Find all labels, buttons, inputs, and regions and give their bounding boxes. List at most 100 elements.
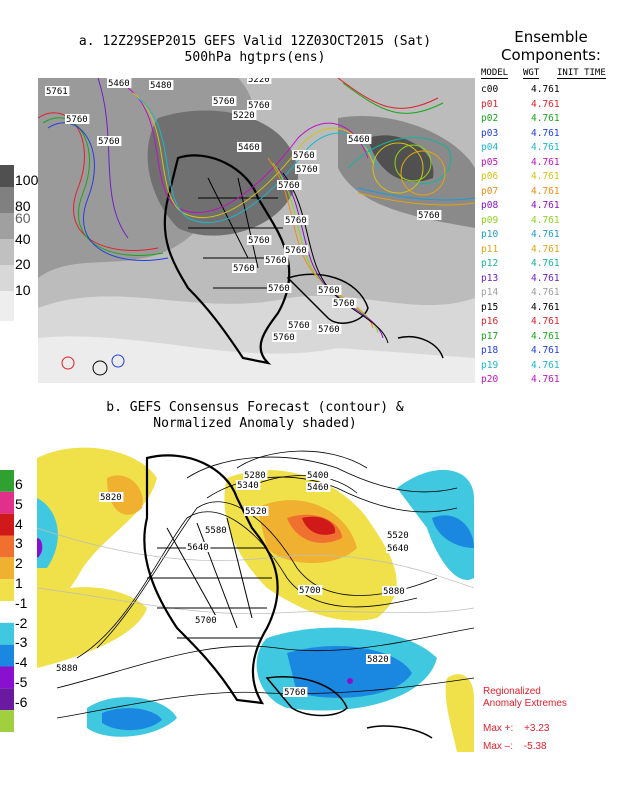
contour-label-bg — [212, 96, 237, 106]
contour-label: 5880 — [383, 587, 405, 597]
contour-label-bg — [332, 298, 357, 308]
legend-member-p09: p09 4.761 — [481, 215, 611, 229]
contour-label-bg — [99, 492, 124, 502]
colorbar-b-label: -5 — [15, 674, 28, 690]
max-negative: Max –: -5.38 — [483, 741, 547, 753]
member-code: p20 — [481, 374, 499, 385]
member-weight: 4.761 — [531, 127, 560, 139]
panel-b-colorbar — [0, 470, 14, 732]
contour-label: 5760 — [333, 299, 355, 309]
legend-col-init: INIT TIME — [557, 68, 606, 79]
colorbar-b-label: -4 — [15, 654, 28, 671]
legend-member-p15: p15 4.761 — [481, 302, 611, 316]
colorbar-b-segment — [0, 535, 14, 558]
colorbar-b-label: -3 — [15, 634, 28, 651]
member-weight: 4.761 — [531, 330, 560, 342]
contour-label: 5400 — [307, 471, 329, 481]
colorbar-a-label-4: 40 — [15, 231, 31, 247]
contour-label-bg — [292, 150, 317, 160]
colorbar-b-label: 3 — [15, 535, 23, 552]
contour-label: 5760 — [265, 256, 287, 266]
contour-label: 5760 — [293, 151, 315, 161]
contour-label-bg — [244, 506, 269, 516]
contour-label-bg — [298, 585, 323, 595]
contour-label: 5220 — [233, 111, 255, 121]
member-weight: 4.761 — [531, 156, 560, 168]
member-weight: 4.761 — [531, 185, 560, 197]
extremes-title-line2: Anomaly Extremes — [483, 698, 567, 709]
contour-label: 5760 — [278, 181, 300, 191]
panel-a-title-line2: 500hPa hgtprs(ens) — [184, 50, 326, 65]
max-negative-value: -5.38 — [523, 741, 547, 752]
member-code: p14 — [481, 287, 499, 298]
legend-member-p20: p20 4.761 — [481, 374, 611, 388]
contour-label: 5761 — [46, 87, 68, 97]
member-code: p04 — [481, 142, 499, 153]
contour-label: 5760 — [248, 101, 270, 111]
contour-label: 5760 — [248, 236, 270, 246]
member-weight: 4.761 — [531, 301, 560, 313]
colorbar-b-segment — [0, 557, 14, 580]
contour-label-bg — [366, 654, 391, 664]
legend-member-p17: p17 4.761 — [481, 331, 611, 345]
member-code: p06 — [481, 171, 499, 182]
member-weight: 4.761 — [531, 171, 560, 182]
contour-label: 5760 — [66, 115, 88, 125]
max-positive-label: Max +: — [483, 723, 514, 734]
contour-label-bg — [295, 164, 320, 174]
legend-member-p05: p05 4.761 — [481, 157, 611, 171]
legend-member-p01: p01 4.761 — [481, 99, 611, 113]
contour-label-bg — [107, 78, 132, 88]
legend-member-p07: p07 4.761 — [481, 186, 611, 200]
contour-label-bg — [317, 285, 342, 295]
panel-b-anomaly-map: 5820 5280 5340 5400 5460 5520 5580 5640 5700 5700… — [37, 438, 474, 752]
contour-label-bg — [284, 245, 309, 255]
member-weight: 4.761 — [531, 113, 560, 124]
colorbar-b-segment — [0, 491, 14, 514]
panel-a-colorbar — [0, 155, 14, 323]
contour-label-bg — [247, 100, 272, 110]
member-weight: 4.761 — [531, 345, 560, 356]
member-code: p09 — [481, 214, 499, 226]
contour-label: 5760 — [213, 97, 235, 107]
contour-label-bg — [272, 332, 297, 342]
member-code: p11 — [481, 243, 499, 255]
legend-member-p06: p06 4.761 — [481, 171, 611, 185]
member-weight: 4.761 — [531, 287, 560, 298]
colorbar-b-segment — [0, 579, 14, 601]
contour-label-bg — [97, 136, 122, 146]
member-weight: 4.761 — [531, 214, 560, 226]
member-code: p13 — [481, 272, 499, 284]
member-weight: 4.761 — [531, 359, 560, 371]
extremes-title-line1: Regionalized — [483, 686, 541, 697]
colorbar-b-label: -6 — [15, 693, 28, 710]
contour-label: 5460 — [348, 135, 370, 145]
member-code: p16 — [481, 316, 499, 327]
colorbar-b-segment — [0, 710, 14, 732]
member-weight: 4.761 — [531, 243, 560, 255]
legend-member-p18: p18 4.761 — [481, 345, 611, 359]
contour-label-bg — [284, 215, 309, 225]
colorbar-b-segment — [0, 666, 14, 689]
contour-label-bg — [287, 320, 312, 330]
contour-label: 5280 — [244, 471, 266, 481]
contour-label: 5760 — [284, 688, 306, 698]
legend-member-p04: p04 4.761 — [481, 142, 611, 156]
contour-label: 5700 — [195, 616, 217, 626]
member-code: p10 — [481, 229, 499, 240]
contour-label-bg — [247, 78, 272, 84]
contour-label-bg — [347, 134, 372, 144]
contour-label: 5760 — [318, 325, 340, 335]
contour-label: 5460 — [108, 79, 130, 89]
colorbar-b-label: 5 — [15, 495, 23, 512]
contour-label-bg — [236, 480, 261, 490]
contour-label-bg — [317, 324, 342, 334]
contour-label: 5640 — [187, 543, 209, 553]
panel-b-title-line2: Normalized Anomaly shaded) — [153, 416, 357, 431]
legend-member-p13: p13 4.761 — [481, 273, 611, 287]
member-weight: 4.761 — [531, 258, 560, 269]
legend-member-c00: c00 4.761 — [481, 84, 611, 98]
member-code: c00 — [481, 84, 499, 95]
colorbar-b-segment — [0, 601, 14, 623]
contour-label: 5520 — [245, 507, 267, 517]
